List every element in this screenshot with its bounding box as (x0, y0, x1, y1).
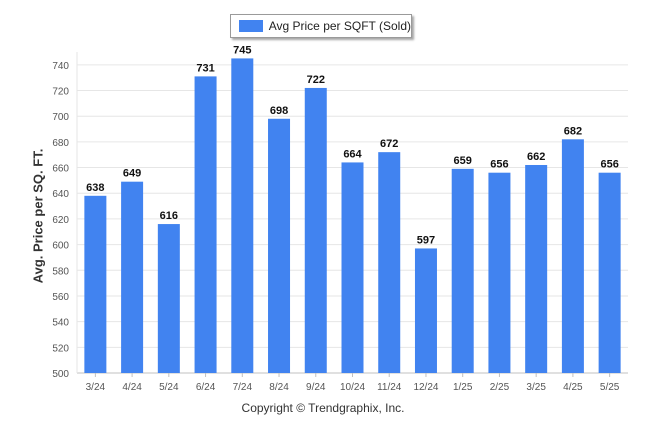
x-tick-label: 5/24 (159, 382, 179, 393)
x-tick-label: 8/24 (269, 382, 289, 393)
y-tick-label: 640 (52, 189, 69, 200)
data-labels: 638 649 616 731 745 698 722 664 672 597 659 656 662 6… (86, 44, 619, 246)
x-tick-label: 10/24 (340, 382, 365, 393)
y-tick-label: 660 (52, 164, 69, 175)
data-label: 745 (233, 44, 251, 56)
y-tick-label: 560 (52, 292, 69, 303)
bar-4-24 (121, 181, 144, 373)
bar-5-25 (598, 172, 621, 373)
data-label: 597 (417, 234, 435, 246)
x-tick-label: 7/24 (233, 382, 253, 393)
bar-2-25 (488, 172, 511, 373)
bar-8-24 (268, 118, 291, 373)
copyright-footer: Copyright © Trendgraphix, Inc. (241, 401, 405, 415)
y-tick-label: 620 (52, 215, 69, 226)
data-label: 649 (123, 168, 141, 180)
x-tick-labels: 3/24 4/24 5/24 6/24 7/24 8/24 9/24 10/24 11/24 12… (86, 373, 620, 393)
bar-7-24 (231, 58, 254, 374)
y-tick-label: 540 (52, 318, 69, 329)
bar-5-24 (157, 224, 180, 373)
bar-3-25 (525, 164, 548, 373)
y-tick-label: 600 (52, 241, 69, 252)
x-tick-label: 3/24 (86, 382, 106, 393)
y-tick-label: 740 (52, 61, 69, 72)
data-label: 672 (380, 138, 398, 150)
x-tick-label: 4/24 (122, 382, 142, 393)
bar-4-25 (561, 139, 584, 373)
bar-1-25 (451, 168, 474, 373)
y-tick-label: 700 (52, 112, 69, 123)
y-tick-label: 680 (52, 138, 69, 149)
data-label: 616 (160, 210, 178, 222)
y-tick-label: 720 (52, 87, 69, 98)
x-tick-label: 5/25 (600, 382, 620, 393)
bars (84, 58, 621, 374)
y-axis-title: Avg. Price per SQ. FT. (30, 148, 46, 284)
legend-swatch (239, 20, 263, 32)
x-tick-label: 3/25 (526, 382, 546, 393)
x-tick-label: 1/25 (453, 382, 473, 393)
bar-12-24 (414, 248, 437, 373)
x-tick-label: 4/25 (563, 382, 583, 393)
data-label: 659 (454, 155, 472, 167)
data-label: 662 (527, 151, 545, 163)
bar-10-24 (341, 162, 364, 373)
legend: Avg Price per SQFT (Sold) (230, 14, 412, 38)
y-tick-label: 520 (52, 343, 69, 354)
bar-3-24 (84, 195, 107, 373)
data-label: 656 (490, 159, 508, 171)
y-tick-labels: 500 520 540 560 580 600 620 640 660 680 700 720 740 (52, 61, 69, 380)
bar-9-24 (304, 87, 327, 374)
data-label: 731 (196, 62, 214, 74)
x-tick-label: 12/24 (413, 382, 438, 393)
x-tick-label: 11/24 (377, 382, 402, 393)
bar-6-24 (194, 76, 217, 373)
data-label: 722 (307, 74, 325, 86)
data-label: 656 (600, 159, 618, 171)
x-tick-label: 9/24 (306, 382, 326, 393)
x-tick-label: 2/25 (490, 382, 510, 393)
data-label: 682 (564, 125, 582, 137)
data-label: 698 (270, 105, 288, 117)
data-label: 664 (343, 148, 362, 160)
data-label: 638 (86, 182, 104, 194)
bar-11-24 (378, 152, 401, 373)
x-tick-label: 6/24 (196, 382, 216, 393)
legend-label: Avg Price per SQFT (Sold) (268, 19, 411, 33)
y-tick-label: 500 (52, 369, 69, 380)
y-tick-label: 580 (52, 266, 69, 277)
